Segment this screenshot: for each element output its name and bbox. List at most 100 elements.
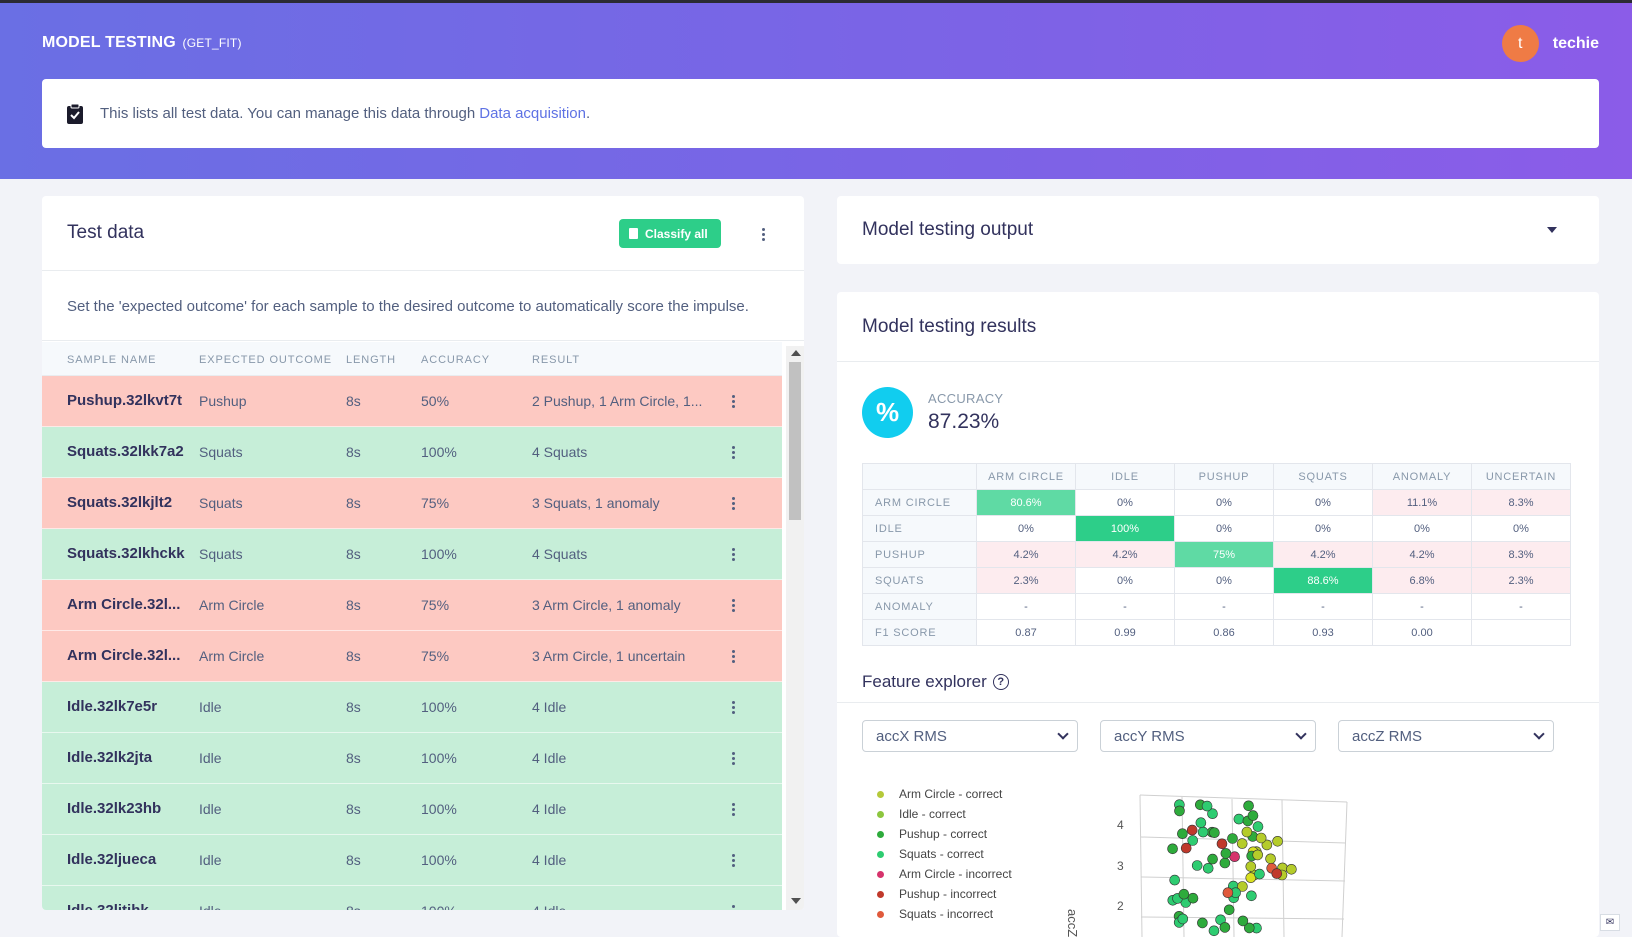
sample-name[interactable]: Idle.32lk2jta — [67, 749, 153, 766]
row-menu-icon[interactable] — [727, 597, 739, 613]
test-data-menu-icon[interactable] — [757, 224, 769, 244]
legend-item[interactable]: Idle - correct — [877, 804, 1012, 824]
sample-name[interactable]: Idle.32lk23hb — [67, 800, 162, 817]
scatter-point[interactable] — [1208, 925, 1220, 937]
scatter-point[interactable] — [1178, 888, 1190, 900]
row-menu-icon[interactable] — [727, 903, 739, 910]
scatter-point[interactable] — [1207, 853, 1218, 865]
scatter-point[interactable] — [1261, 839, 1273, 851]
scatter-point[interactable] — [1223, 904, 1235, 916]
data-acquisition-link[interactable]: Data acquisition — [479, 105, 586, 122]
scatter-point[interactable] — [1180, 842, 1192, 854]
sample-name[interactable]: Squats.32lkk7a2 — [67, 443, 184, 460]
row-menu-icon[interactable] — [727, 750, 739, 766]
table-row[interactable]: Idle.32lk7e5r Idle 8s 100% 4 Idle — [42, 682, 782, 733]
scatter-point[interactable] — [1207, 808, 1218, 820]
table-row[interactable]: Squats.32lkjlt2 Squats 8s 75% 3 Squats, 1 an… — [42, 478, 782, 529]
scatter-point[interactable] — [1286, 864, 1297, 875]
caret-down-icon[interactable] — [1547, 227, 1557, 233]
feature-scatter-plot[interactable]: accZ RMS 4 3 2 — [1062, 777, 1362, 937]
scatter-point[interactable] — [1202, 863, 1214, 874]
column-header[interactable]: EXPECTED OUTCOME — [199, 354, 332, 366]
scatter-point[interactable] — [1252, 849, 1263, 861]
table-row[interactable]: Squats.32lkhckk Squats 8s 100% 4 Squats — [42, 529, 782, 580]
sample-name[interactable]: Idle.32ljueca — [67, 851, 157, 868]
legend-item[interactable]: Pushup - correct — [877, 824, 1012, 844]
legend-item[interactable]: Squats - incorrect — [877, 904, 1012, 924]
table-row[interactable]: Arm Circle.32l... Arm Circle 8s 75% 3 Arm Ci… — [42, 580, 782, 631]
scroll-up-icon[interactable] — [791, 350, 801, 356]
sample-name[interactable]: Squats.32lkjlt2 — [67, 494, 173, 511]
scatter-point[interactable] — [1220, 848, 1232, 859]
scatter-point[interactable] — [1197, 917, 1208, 929]
table-row[interactable]: Squats.32lkk7a2 Squats 8s 100% 4 Squats — [42, 427, 782, 478]
sample-name[interactable]: Pushup.32lkvt7t — [67, 392, 183, 409]
sample-name[interactable]: Squats.32lkhckk — [67, 545, 185, 562]
x-axis-select[interactable]: accX RMS — [862, 720, 1078, 752]
scatter-point[interactable] — [1197, 826, 1209, 838]
column-header[interactable]: SAMPLE NAME — [67, 354, 157, 366]
scatter-point[interactable] — [1244, 922, 1255, 934]
scatter-point[interactable] — [1255, 832, 1267, 844]
scatter-point[interactable] — [1177, 913, 1189, 925]
help-icon[interactable]: ? — [992, 674, 1009, 690]
scatter-point[interactable] — [1191, 860, 1203, 871]
scatter-point[interactable] — [1243, 800, 1254, 812]
scatter-point[interactable] — [1219, 857, 1231, 869]
table-row[interactable]: Idle.32litihk Idle 8s 100% 4 Idle — [42, 886, 782, 910]
column-header[interactable]: LENGTH — [346, 354, 397, 366]
scatter-point[interactable] — [1201, 800, 1213, 812]
legend-item[interactable]: Pushup - incorrect — [877, 884, 1012, 904]
sample-name[interactable]: Idle.32lk7e5r — [67, 698, 158, 715]
scatter-point[interactable] — [1272, 836, 1283, 847]
scatter-point[interactable] — [1216, 838, 1228, 850]
scatter-point[interactable] — [1167, 843, 1178, 855]
legend-item[interactable]: Squats - correct — [877, 844, 1012, 864]
column-header[interactable]: RESULT — [532, 354, 580, 366]
row-menu-icon[interactable] — [727, 546, 739, 562]
row-menu-icon[interactable] — [727, 801, 739, 817]
scroll-thumb[interactable] — [789, 362, 801, 520]
scatter-point[interactable] — [1227, 833, 1238, 844]
table-row[interactable]: Pushup.32lkvt7t Pushup 8s 50% 2 Pushup, 1 Ar… — [42, 376, 782, 427]
scatter-point[interactable] — [1245, 861, 1257, 872]
scatter-point[interactable] — [1237, 881, 1248, 892]
scatter-point[interactable] — [1177, 828, 1188, 840]
row-menu-icon[interactable] — [727, 495, 739, 511]
table-row[interactable]: Idle.32ljueca Idle 8s 100% 4 Idle — [42, 835, 782, 886]
scatter-point[interactable] — [1187, 835, 1198, 846]
scatter-point[interactable] — [1233, 813, 1245, 825]
scatter-point[interactable] — [1186, 824, 1198, 836]
row-menu-icon[interactable] — [727, 852, 739, 868]
row-menu-icon[interactable] — [727, 393, 739, 409]
scatter-point[interactable] — [1246, 890, 1257, 902]
table-row[interactable]: Idle.32lk2jta Idle 8s 100% 4 Idle — [42, 733, 782, 784]
sample-name[interactable]: Idle.32litihk — [67, 902, 149, 910]
y-axis-select[interactable]: accY RMS — [1100, 720, 1316, 752]
row-menu-icon[interactable] — [727, 648, 739, 664]
table-row[interactable]: Arm Circle.32l... Arm Circle 8s 75% 3 Arm Ci… — [42, 631, 782, 682]
scatter-point[interactable] — [1254, 868, 1265, 880]
scatter-point[interactable] — [1237, 915, 1249, 927]
scatter-point[interactable] — [1195, 817, 1207, 829]
scatter-point[interactable] — [1222, 887, 1234, 898]
table-scrollbar[interactable] — [786, 346, 804, 910]
scatter-point[interactable] — [1252, 821, 1264, 832]
legend-item[interactable]: Arm Circle - correct — [877, 784, 1012, 804]
row-menu-icon[interactable] — [727, 444, 739, 460]
scatter-point[interactable] — [1187, 892, 1199, 904]
scatter-point[interactable] — [1209, 827, 1220, 839]
scatter-point[interactable] — [1174, 805, 1185, 817]
scatter-point[interactable] — [1169, 874, 1180, 886]
scatter-point[interactable] — [1241, 826, 1253, 838]
sample-name[interactable]: Arm Circle.32l... — [67, 647, 181, 664]
column-header[interactable]: ACCURACY — [421, 354, 490, 366]
table-row[interactable]: Idle.32lk23hb Idle 8s 100% 4 Idle — [42, 784, 782, 835]
scatter-point[interactable] — [1265, 853, 1276, 865]
scatter-point[interactable] — [1219, 922, 1231, 933]
scatter-point[interactable] — [1236, 838, 1248, 849]
sample-name[interactable]: Arm Circle.32l... — [67, 596, 181, 613]
model-testing-output-card[interactable]: Model testing output — [837, 196, 1599, 264]
avatar[interactable]: t — [1501, 25, 1539, 62]
z-axis-select[interactable]: accZ RMS — [1338, 720, 1554, 752]
